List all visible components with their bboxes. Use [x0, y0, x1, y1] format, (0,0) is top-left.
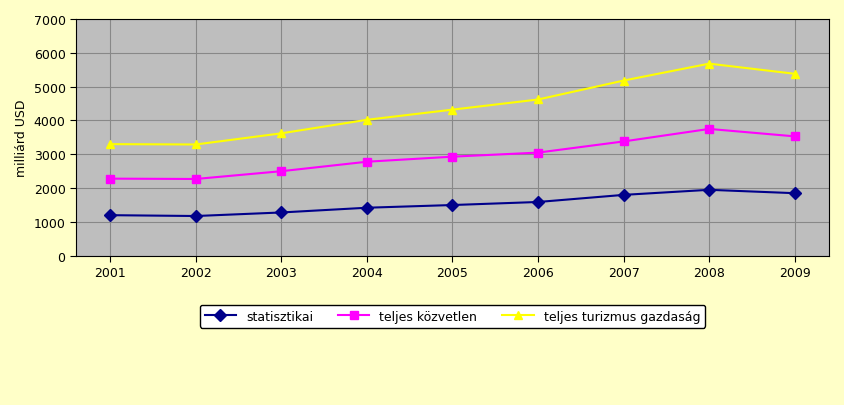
- teljes közvetlen: [619, 140, 629, 145]
- teljes turizmus gazdaság: [533, 98, 544, 103]
- statisztikai: [362, 206, 372, 211]
- teljes turizmus gazdaság: [276, 132, 286, 136]
- statisztikai: [704, 188, 714, 193]
- teljes közvetlen: [362, 160, 372, 165]
- statisztikai: [106, 213, 116, 218]
- teljes közvetlen: [191, 177, 201, 182]
- teljes közvetlen: [704, 127, 714, 132]
- teljes közvetlen: [533, 151, 544, 156]
- statisztikai: [790, 191, 800, 196]
- teljes turizmus gazdaság: [619, 79, 629, 84]
- teljes turizmus gazdaság: [704, 62, 714, 67]
- teljes turizmus gazdaság: [106, 142, 116, 147]
- statisztikai: [533, 200, 544, 205]
- statisztikai: [276, 211, 286, 215]
- teljes turizmus gazdaság: [447, 108, 457, 113]
- teljes közvetlen: [447, 155, 457, 160]
- teljes közvetlen: [106, 177, 116, 181]
- statisztikai: [619, 193, 629, 198]
- teljes közvetlen: [790, 134, 800, 139]
- teljes közvetlen: [276, 169, 286, 174]
- teljes turizmus gazdaság: [191, 143, 201, 147]
- statisztikai: [447, 203, 457, 208]
- Legend: statisztikai, teljes közvetlen, teljes turizmus gazdaság: statisztikai, teljes közvetlen, teljes t…: [200, 305, 705, 328]
- teljes turizmus gazdaság: [790, 72, 800, 77]
- statisztikai: [191, 214, 201, 219]
- Y-axis label: milliárd USD: milliárd USD: [15, 99, 28, 177]
- Line: statisztikai: statisztikai: [106, 186, 799, 221]
- Line: teljes közvetlen: teljes közvetlen: [106, 126, 799, 184]
- teljes turizmus gazdaság: [362, 118, 372, 123]
- Line: teljes turizmus gazdaság: teljes turizmus gazdaság: [106, 60, 799, 149]
